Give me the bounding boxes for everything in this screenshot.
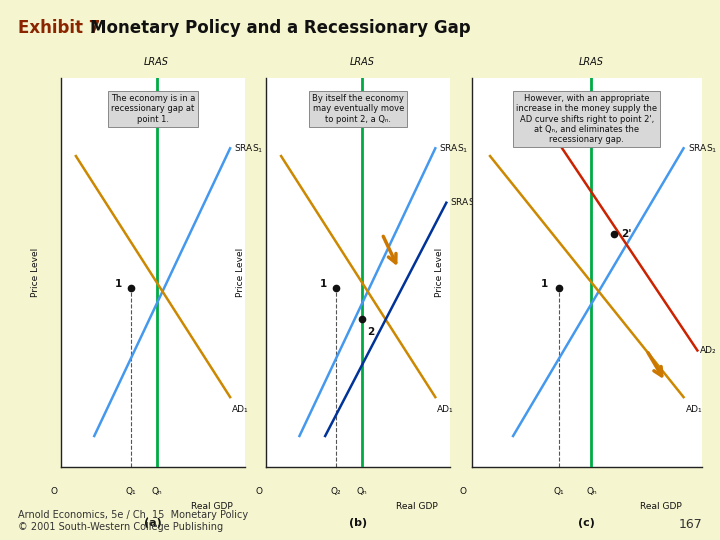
- Text: Qₙ: Qₙ: [151, 487, 162, 496]
- Text: Real GDP: Real GDP: [191, 502, 233, 511]
- Text: AD₁: AD₁: [437, 405, 454, 414]
- Text: Real GDP: Real GDP: [639, 502, 681, 511]
- Text: 1: 1: [541, 279, 548, 289]
- Text: Q₂: Q₂: [331, 487, 341, 496]
- Text: Qₙ: Qₙ: [586, 487, 597, 496]
- Text: Q₁: Q₁: [126, 487, 136, 496]
- Text: Price Level: Price Level: [31, 248, 40, 298]
- Text: By itself the economy
may eventually move
to point 2, a Qₙ.: By itself the economy may eventually mov…: [312, 94, 404, 124]
- Text: Monetary Policy and a Recessionary Gap: Monetary Policy and a Recessionary Gap: [90, 19, 471, 37]
- Text: 2: 2: [367, 327, 374, 337]
- Text: LRAS: LRAS: [144, 57, 169, 66]
- Text: LRAS: LRAS: [349, 57, 374, 66]
- Text: AD₂: AD₂: [700, 346, 716, 355]
- Text: SRAS$_1$: SRAS$_1$: [234, 142, 264, 154]
- Text: AD₁: AD₁: [686, 405, 703, 414]
- Text: Exhibit 7: Exhibit 7: [18, 19, 100, 37]
- Text: Price Level: Price Level: [236, 248, 246, 298]
- Text: SRAS$_1$: SRAS$_1$: [439, 142, 469, 154]
- Text: Qₙ: Qₙ: [356, 487, 367, 496]
- Text: Arnold Economics, 5e / Ch. 15  Monetary Policy
© 2001 South-Western College Publ: Arnold Economics, 5e / Ch. 15 Monetary P…: [18, 510, 248, 532]
- Text: However, with an appropriate
increase in the money supply the
AD curve shifts ri: However, with an appropriate increase in…: [516, 94, 657, 145]
- Text: O: O: [50, 487, 58, 496]
- Text: Price Level: Price Level: [435, 248, 444, 298]
- Text: Q₁: Q₁: [554, 487, 564, 496]
- Text: SRAS$_2$: SRAS$_2$: [450, 197, 480, 209]
- Text: 1: 1: [320, 279, 327, 289]
- Text: O: O: [256, 487, 263, 496]
- Text: (a): (a): [144, 518, 162, 528]
- Text: LRAS: LRAS: [579, 57, 604, 66]
- Text: O: O: [460, 487, 467, 496]
- Text: (b): (b): [349, 518, 367, 528]
- Text: AD₁: AD₁: [232, 405, 248, 414]
- Text: The economy is in a
recessionary gap at
point 1.: The economy is in a recessionary gap at …: [111, 94, 195, 124]
- Text: 167: 167: [678, 518, 702, 531]
- Text: 1: 1: [114, 279, 122, 289]
- Text: (c): (c): [578, 518, 595, 528]
- Text: SRAS$_1$: SRAS$_1$: [688, 142, 718, 154]
- Text: 2': 2': [621, 229, 632, 239]
- Text: Real GDP: Real GDP: [396, 502, 438, 511]
